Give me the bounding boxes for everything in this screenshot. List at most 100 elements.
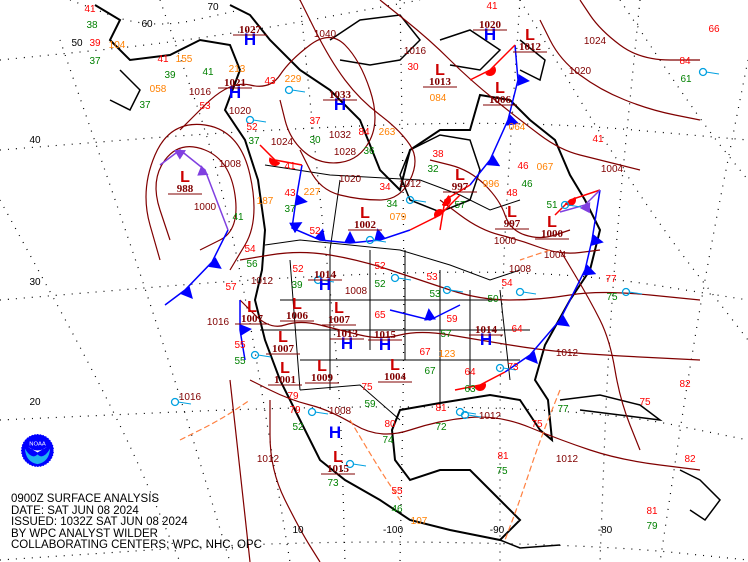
dewpoint-label: 55 [234, 356, 246, 367]
temperature-label: 65 [374, 310, 386, 321]
temperature-label: 53 [426, 272, 438, 283]
trough-line [349, 419, 401, 501]
grid-line [399, 0, 405, 562]
wind-barb [412, 199, 427, 203]
temperature-label: 84 [679, 56, 691, 67]
temperature-label: 75 [639, 397, 651, 408]
center-pressure-value: 997 [504, 218, 521, 230]
dewpoint-label: 79 [646, 521, 658, 532]
info-date: DATE: SAT JUN 08 2024 [11, 504, 139, 517]
isobar-label: 1020 [339, 174, 362, 185]
warm-front [469, 44, 516, 81]
dewpoint-label: 59 [364, 399, 376, 410]
coastline [94, 4, 602, 542]
wind-barb [705, 71, 720, 75]
center-pressure-value: 1015 [327, 463, 350, 475]
dewpoint-label: 39 [291, 280, 303, 291]
pressure-label: 064 [509, 122, 526, 133]
pressure-label: 079 [390, 212, 407, 223]
pressure-label: 123 [439, 349, 456, 360]
low-symbol: L [292, 296, 302, 313]
dewpoint-label: 52 [374, 279, 386, 290]
center-pressure-value: 1001 [274, 374, 296, 386]
isobar-label: 1008 [329, 406, 352, 417]
isobar-label: 1012 [556, 348, 579, 359]
dewpoint-label: 72 [435, 422, 447, 433]
high-symbol: H [329, 423, 341, 442]
pressure-label: 084 [430, 93, 447, 104]
temperature-label: 52 [292, 264, 304, 275]
grid-line [599, 0, 641, 562]
dewpoint-label: 75 [496, 466, 508, 477]
temperature-label: 43 [284, 188, 296, 199]
grid-line [659, 59, 748, 562]
temperature-label: 55 [234, 340, 246, 351]
low-symbol: L [334, 300, 344, 317]
pressure-label: 213 [229, 64, 246, 75]
info-issued: ISSUED: 1032Z SAT JUN 08 2024 [11, 516, 188, 528]
isobar-label: 1028 [334, 147, 357, 158]
dewpoint-label: 53 [429, 289, 441, 300]
grid-label: -80 [598, 525, 613, 536]
pressure-label: 229 [285, 74, 302, 85]
grid-line [69, 0, 241, 25]
center-pressure-value: 1000 [541, 228, 564, 240]
temperature-label: 73 [507, 362, 519, 373]
pressure-label: 155 [176, 54, 193, 65]
isobar-label: 1004 [544, 250, 567, 261]
cold-front [389, 304, 461, 321]
center-pressure-value: 1020 [479, 19, 502, 31]
temperature-label: 66 [708, 24, 720, 35]
temperature-label: 37 [309, 116, 321, 127]
center-pressure-value: 1004 [384, 371, 407, 383]
fronts [159, 44, 604, 541]
dewpoint-label: 34 [386, 199, 398, 210]
temperature-label: 57 [225, 282, 237, 293]
temperature-label: 84 [358, 127, 370, 138]
wind-barb [372, 239, 387, 243]
temperature-label: 80 [384, 419, 396, 430]
temperature-label: 75 [361, 382, 373, 393]
dewpoint-label: 63 [464, 384, 476, 395]
isobar-label: 1004 [601, 164, 624, 175]
dewpoint-label: 37 [139, 100, 151, 111]
isobar-label: 1012 [479, 411, 502, 422]
wind-barb [522, 291, 537, 295]
coastline [439, 29, 502, 71]
warm-front [259, 144, 303, 166]
temperature-label: 39 [89, 38, 101, 49]
temperature-label: 41 [284, 161, 296, 172]
wind-barb [467, 414, 482, 418]
temperature-label: 48 [506, 188, 518, 199]
temperature-label: 82 [684, 454, 696, 465]
dewpoint-label: 50 [487, 294, 499, 305]
temperature-label: 81 [435, 403, 447, 414]
center-pressure-value: 1009 [311, 372, 334, 384]
wind-barb [177, 401, 192, 405]
wind-barb [257, 354, 272, 358]
pressure-label: 067 [537, 162, 554, 173]
noaa-logo: NOAA [20, 433, 55, 468]
dewpoint-label: 39 [164, 70, 176, 81]
political-border [299, 384, 401, 421]
grid-label: 20 [29, 397, 41, 408]
grid-line [0, 199, 181, 562]
wind-barb [314, 411, 329, 415]
isobar-label: 1024 [584, 36, 607, 47]
grid-label: 60 [141, 19, 153, 30]
isobar [579, 0, 700, 61]
political-border [499, 289, 511, 381]
grid-label: -100 [383, 525, 403, 536]
isobar-label: 1008 [345, 286, 368, 297]
dewpoint-label: 51 [546, 200, 558, 211]
trough-line [519, 249, 551, 261]
isobar [249, 379, 701, 471]
temperature-label: 54 [244, 244, 256, 255]
